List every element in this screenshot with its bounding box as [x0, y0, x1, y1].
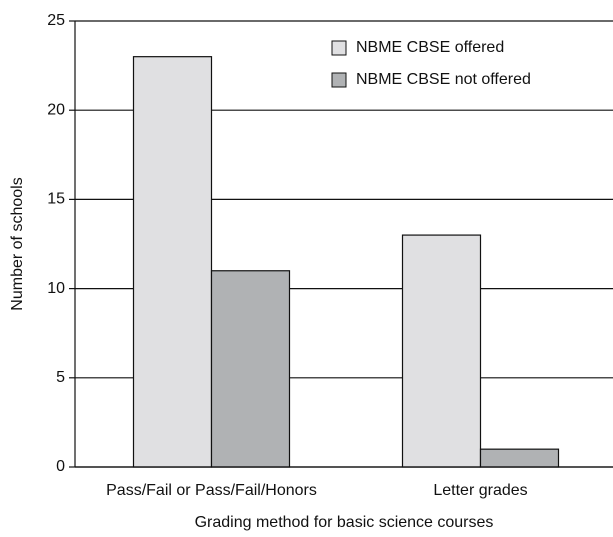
x-axis-label: Grading method for basic science courses [195, 514, 494, 531]
legend-swatch [331, 72, 347, 88]
y-tick-label: 20 [47, 101, 65, 118]
y-tick-label: 0 [56, 458, 65, 475]
bar [479, 448, 560, 468]
y-tick-label: 15 [47, 191, 65, 208]
bar [132, 56, 213, 468]
legend-swatch [331, 40, 347, 56]
y-tick-label: 10 [47, 280, 65, 297]
bar [210, 270, 291, 468]
legend-label: NBME CBSE offered [356, 39, 504, 56]
y-tick-label: 25 [47, 12, 65, 29]
y-axis-label: Number of schools [9, 177, 26, 310]
legend-label: NBME CBSE not offered [356, 71, 531, 88]
bar [401, 234, 482, 468]
x-tick-label: Letter grades [433, 482, 527, 499]
y-tick-label: 5 [56, 369, 65, 386]
x-tick-label: Pass/Fail or Pass/Fail/Honors [106, 482, 317, 499]
